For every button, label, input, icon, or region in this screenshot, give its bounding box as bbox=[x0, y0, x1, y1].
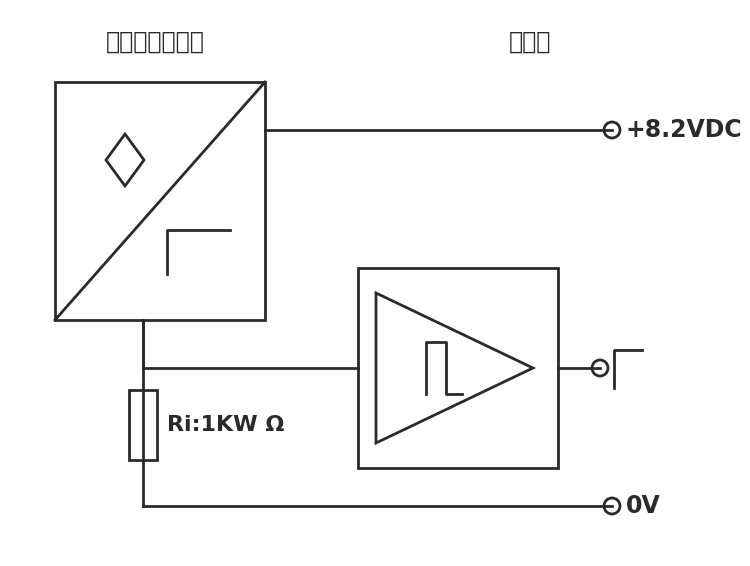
Bar bbox=[358, 268, 558, 468]
Text: 0V: 0V bbox=[626, 494, 661, 518]
Text: Ri:1KW Ω: Ri:1KW Ω bbox=[167, 415, 284, 435]
Bar bbox=[129, 390, 157, 460]
Polygon shape bbox=[376, 293, 533, 443]
Text: 放大器: 放大器 bbox=[509, 30, 551, 54]
Polygon shape bbox=[106, 134, 144, 186]
Bar bbox=[55, 82, 265, 320]
Text: 本安防爆传感器: 本安防爆传感器 bbox=[106, 30, 205, 54]
Text: +8.2VDC: +8.2VDC bbox=[626, 118, 742, 142]
